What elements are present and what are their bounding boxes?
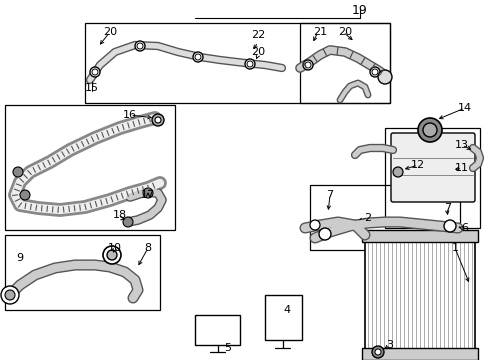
- Text: 20: 20: [250, 47, 264, 57]
- Text: 1: 1: [450, 243, 458, 253]
- Circle shape: [123, 217, 133, 227]
- Bar: [299, 23, 389, 103]
- Circle shape: [371, 346, 383, 358]
- Bar: [364, 240, 474, 350]
- Circle shape: [303, 60, 312, 70]
- Bar: [85, 23, 389, 103]
- Text: 8: 8: [144, 243, 151, 253]
- Text: 4: 4: [283, 305, 290, 315]
- Text: 9: 9: [17, 253, 23, 263]
- Text: 5: 5: [224, 343, 231, 353]
- Circle shape: [374, 349, 380, 355]
- Text: 17: 17: [141, 190, 155, 200]
- Bar: [5, 105, 175, 230]
- FancyBboxPatch shape: [390, 133, 474, 202]
- Circle shape: [422, 123, 436, 137]
- Text: 7: 7: [326, 190, 333, 200]
- Bar: [361, 230, 477, 242]
- Text: 13: 13: [454, 140, 468, 150]
- Circle shape: [20, 190, 30, 200]
- Bar: [384, 128, 479, 228]
- Text: 20: 20: [103, 27, 117, 37]
- Circle shape: [152, 114, 163, 126]
- Circle shape: [369, 67, 379, 77]
- Bar: [309, 185, 459, 250]
- Circle shape: [137, 43, 142, 49]
- Text: 11: 11: [454, 163, 468, 173]
- Circle shape: [5, 290, 15, 300]
- Circle shape: [392, 167, 402, 177]
- Text: 10: 10: [108, 243, 122, 253]
- Text: 12: 12: [410, 160, 424, 170]
- Circle shape: [193, 52, 203, 62]
- Bar: [361, 348, 477, 360]
- Text: 16: 16: [123, 110, 137, 120]
- Circle shape: [135, 41, 145, 51]
- Circle shape: [443, 220, 455, 232]
- Circle shape: [155, 117, 161, 123]
- Circle shape: [13, 167, 23, 177]
- Circle shape: [244, 59, 254, 69]
- Circle shape: [90, 67, 100, 77]
- Circle shape: [318, 228, 330, 240]
- Text: 18: 18: [113, 210, 127, 220]
- Circle shape: [92, 69, 98, 75]
- Circle shape: [371, 69, 377, 75]
- Text: 14: 14: [457, 103, 471, 113]
- Circle shape: [107, 250, 117, 260]
- Circle shape: [103, 246, 121, 264]
- Circle shape: [142, 188, 153, 198]
- Circle shape: [377, 70, 391, 84]
- Text: 19: 19: [351, 4, 367, 17]
- Circle shape: [246, 61, 252, 67]
- Text: 3: 3: [386, 340, 393, 350]
- Text: 6: 6: [461, 223, 468, 233]
- Circle shape: [309, 220, 319, 230]
- Circle shape: [1, 286, 19, 304]
- Bar: [5, 235, 160, 310]
- Text: 15: 15: [85, 83, 99, 93]
- Bar: [264, 295, 302, 340]
- Text: 20: 20: [337, 27, 351, 37]
- Text: 7: 7: [444, 203, 450, 213]
- Bar: [195, 315, 240, 345]
- Circle shape: [417, 118, 441, 142]
- Circle shape: [305, 62, 310, 68]
- Text: 2: 2: [364, 213, 371, 223]
- Circle shape: [195, 54, 201, 60]
- Text: 21: 21: [312, 27, 326, 37]
- Text: 22: 22: [250, 30, 264, 40]
